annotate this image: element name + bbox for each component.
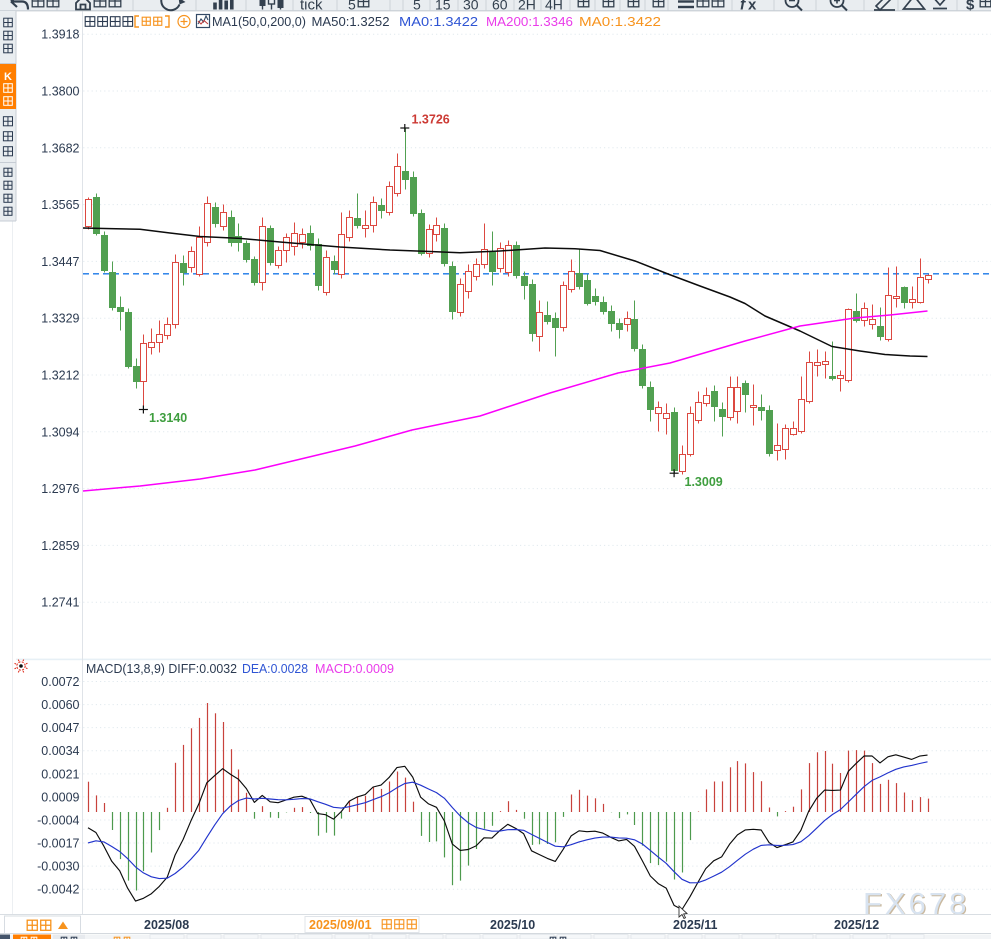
svg-text:1.2741: 1.2741	[41, 596, 79, 610]
svg-text:0.0009: 0.0009	[41, 790, 79, 804]
svg-text:1.3009: 1.3009	[685, 475, 723, 489]
svg-text:2H: 2H	[518, 0, 536, 13]
svg-text:2025/10: 2025/10	[490, 918, 535, 932]
svg-text:MACD:0.0009: MACD:0.0009	[315, 661, 394, 676]
svg-text:0.0072: 0.0072	[41, 675, 79, 689]
svg-text:1.3140: 1.3140	[149, 411, 187, 425]
svg-text:5: 5	[413, 0, 421, 13]
svg-text:4H: 4H	[545, 0, 563, 13]
svg-text:MACD(13,8,9) DIFF:0.0032: MACD(13,8,9) DIFF:0.0032	[86, 661, 237, 676]
svg-text:-0.0042: -0.0042	[37, 883, 79, 897]
svg-text:1.3682: 1.3682	[41, 141, 79, 155]
svg-text:1.3094: 1.3094	[41, 425, 79, 439]
svg-text:1.2976: 1.2976	[41, 482, 79, 496]
svg-text:1.3565: 1.3565	[41, 198, 79, 212]
svg-text:2025/08: 2025/08	[144, 918, 189, 932]
svg-text:30: 30	[463, 0, 479, 13]
svg-text:2025/11: 2025/11	[673, 918, 718, 932]
svg-text:1.3918: 1.3918	[41, 28, 79, 42]
svg-text:15: 15	[435, 0, 451, 13]
svg-text:MA50:1.3252: MA50:1.3252	[312, 14, 390, 29]
svg-text:1.3726: 1.3726	[412, 113, 450, 127]
svg-text:2025/09/01: 2025/09/01	[309, 918, 372, 932]
svg-text:$: $	[966, 0, 975, 14]
svg-text:MA0:1.3422: MA0:1.3422	[399, 14, 478, 29]
svg-text:0.0034: 0.0034	[41, 744, 79, 758]
svg-text:1.3212: 1.3212	[41, 369, 79, 383]
svg-text:1.3800: 1.3800	[41, 85, 79, 99]
svg-text:K: K	[4, 71, 12, 83]
svg-text:-0.0030: -0.0030	[37, 860, 79, 874]
svg-text:DEA:0.0028: DEA:0.0028	[242, 661, 308, 676]
svg-text:1.3447: 1.3447	[41, 255, 79, 269]
svg-text:5: 5	[348, 0, 356, 13]
svg-text:1.3329: 1.3329	[41, 312, 79, 326]
svg-text:-0.0017: -0.0017	[37, 837, 79, 851]
svg-text:0.0060: 0.0060	[41, 698, 79, 712]
svg-text:MA1(50,0,200,0): MA1(50,0,200,0)	[212, 14, 306, 29]
svg-text:x: x	[748, 0, 757, 14]
svg-text:MA200:1.3346: MA200:1.3346	[486, 14, 573, 29]
svg-text:-0.0004: -0.0004	[37, 813, 79, 827]
svg-text:0.0047: 0.0047	[41, 721, 79, 735]
svg-text:0.0021: 0.0021	[41, 767, 79, 781]
svg-text:2025/12: 2025/12	[834, 918, 879, 932]
svg-text:tick: tick	[300, 0, 323, 14]
svg-text:f: f	[740, 0, 747, 14]
svg-text:1.2859: 1.2859	[41, 539, 79, 553]
svg-text:MA0:1.3422: MA0:1.3422	[579, 14, 661, 29]
svg-text:60: 60	[492, 0, 508, 13]
